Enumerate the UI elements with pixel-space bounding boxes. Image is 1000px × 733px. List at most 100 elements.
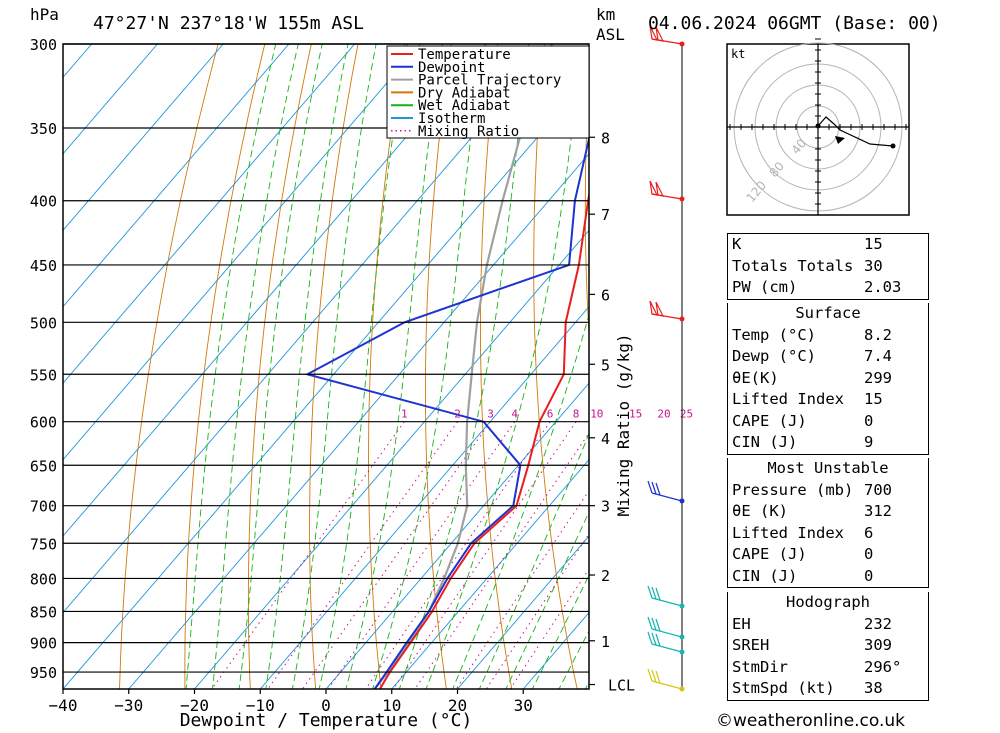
pressure-tick-label: 750 xyxy=(30,535,57,553)
asl-label: ASL xyxy=(596,25,625,44)
series-parcel-trajectory xyxy=(373,44,554,689)
dry-adiabat xyxy=(533,44,578,689)
mixing-ratio-label: 15 xyxy=(629,408,642,421)
stat-label: θE(K) xyxy=(732,368,779,387)
dry-adiabat xyxy=(635,44,708,689)
isotherm xyxy=(63,44,487,537)
dry-adiabat xyxy=(309,44,359,689)
wind-barb xyxy=(651,597,683,607)
stat-row: CIN (J) 0 xyxy=(728,566,928,588)
stat-label: CAPE (J) xyxy=(732,545,807,563)
mixing-ratio-label: 25 xyxy=(680,408,693,421)
dry-adiabat xyxy=(119,44,219,689)
stat-label: Totals Totals xyxy=(732,256,854,275)
pressure-tick-label: 300 xyxy=(30,36,57,54)
stat-label: Lifted Index xyxy=(732,390,844,408)
wet-adiabat xyxy=(452,313,589,689)
dry-adiabat xyxy=(425,44,452,689)
stat-label: K xyxy=(732,235,742,253)
stat-label: θE (K) xyxy=(732,502,788,520)
stat-label: EH xyxy=(732,614,751,633)
x-tick-label: −20 xyxy=(180,696,209,715)
isotherm xyxy=(391,458,589,689)
mixing-ratio-line xyxy=(211,421,405,689)
mixing-ratio-line xyxy=(509,568,589,689)
series-dewpoint xyxy=(304,134,589,689)
mixing-ratio-line xyxy=(392,421,577,689)
stat-row: Dewp (°C) 7.4 xyxy=(728,346,928,368)
mixing-ratio-label: 1 xyxy=(401,408,408,421)
mixing-ratio-line xyxy=(267,421,459,689)
stat-value: 15 xyxy=(864,390,883,408)
pressure-tick-label: 700 xyxy=(30,498,57,516)
x-tick-label: 30 xyxy=(514,696,533,715)
stat-row: K 15 xyxy=(728,234,928,256)
x-tick-label: −10 xyxy=(246,696,275,715)
stat-label: CIN (J) xyxy=(732,433,798,451)
stat-row: EH 232 xyxy=(728,614,928,636)
height-km-label: 2 xyxy=(601,567,610,585)
pressure-tick-label: 650 xyxy=(30,457,57,475)
stat-row: θE (K) 312 xyxy=(728,501,928,523)
mixing-ratio-label: 6 xyxy=(547,408,554,421)
dry-adiabat xyxy=(368,44,406,689)
stat-label: Temp (°C) xyxy=(732,325,816,344)
dry-adiabat xyxy=(184,44,266,689)
stat-row: θE(K) 299 xyxy=(728,368,928,390)
stat-row: Lifted Index 15 xyxy=(728,389,928,411)
mixing-ratio-label: 8 xyxy=(573,408,580,421)
legend-label: Dry Adiabat xyxy=(418,85,511,101)
wet-adiabat xyxy=(478,432,589,689)
pressure-tick-label: 350 xyxy=(30,120,57,138)
height-km-label: LCL xyxy=(608,677,635,695)
wet-adiabat xyxy=(425,44,583,689)
mixing-ratio-line xyxy=(414,432,589,689)
stat-row: StmDir 296° xyxy=(728,657,928,679)
pressure-tick-label: 800 xyxy=(30,570,57,588)
isotherm xyxy=(63,44,224,231)
wet-adiabat xyxy=(238,44,323,689)
stat-value: 0 xyxy=(864,411,874,430)
isotherm xyxy=(63,76,589,689)
stat-row: CIN (J) 9 xyxy=(728,432,928,454)
stat-row: Pressure (mb) 700 xyxy=(728,480,928,502)
legend-label: Temperature xyxy=(418,47,511,63)
isotherm xyxy=(63,44,158,155)
stat-value: 299 xyxy=(864,368,892,387)
km-label: km xyxy=(596,5,615,24)
legend-label: Mixing Ratio xyxy=(418,124,519,140)
height-km-label: 7 xyxy=(601,206,610,224)
isotherm xyxy=(63,44,553,614)
pressure-tick-label: 450 xyxy=(30,257,57,275)
x-tick-label: −30 xyxy=(114,696,143,715)
wind-barb xyxy=(651,680,683,690)
wet-adiabat xyxy=(185,44,277,689)
wind-barb xyxy=(651,492,683,502)
stat-value: 15 xyxy=(864,235,883,253)
stat-value: 312 xyxy=(864,502,892,520)
stat-row: Totals Totals 30 xyxy=(728,256,928,278)
stat-value: 8.2 xyxy=(864,325,892,344)
mixing-ratio-label: 3 xyxy=(487,408,494,421)
dry-adiabat xyxy=(247,44,312,689)
isotherm xyxy=(259,306,589,689)
stat-row: CAPE (J) 0 xyxy=(728,544,928,566)
wet-adiabat xyxy=(398,44,530,689)
mixing-ratio-label: 4 xyxy=(511,408,518,421)
stat-label: CAPE (J) xyxy=(732,411,807,430)
wet-adiabat xyxy=(291,44,377,689)
surface-table: Surface Temp (°C) 8.2 Dewp (°C) 7.4 θE(K) 299… xyxy=(727,303,929,455)
stat-label: Dewp (°C) xyxy=(732,347,816,365)
legend-label: Isotherm xyxy=(418,111,485,127)
wind-barb xyxy=(649,300,659,316)
stat-label: StmDir xyxy=(732,657,788,676)
mixing-ratio-line xyxy=(365,421,551,689)
stat-value: 9 xyxy=(864,433,874,451)
stat-row: Lifted Index 6 xyxy=(728,523,928,545)
stat-row: SREH 309 xyxy=(728,635,928,657)
x-tick-label: 0 xyxy=(321,696,331,715)
stat-row: CAPE (J) 0 xyxy=(728,411,928,433)
